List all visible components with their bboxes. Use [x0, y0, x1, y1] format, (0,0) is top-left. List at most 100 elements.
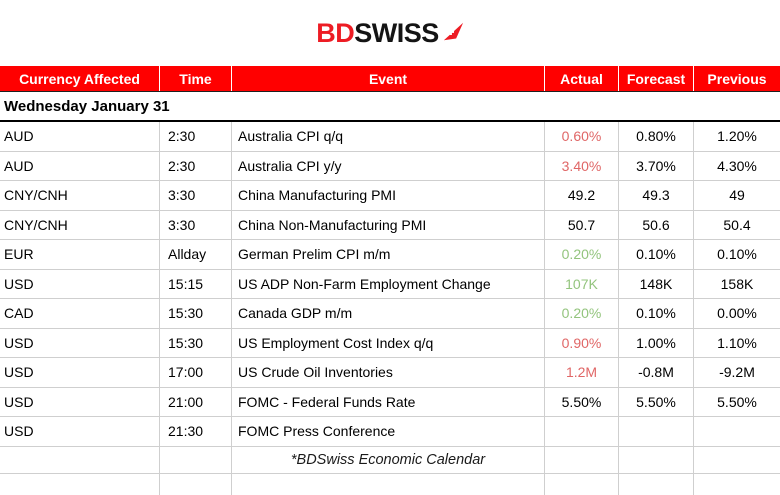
cell-event: FOMC Press Conference — [232, 417, 545, 446]
cell-forecast: 5.50% — [619, 387, 694, 416]
cell-forecast: -0.8M — [619, 358, 694, 387]
table-row: EUR Allday German Prelim CPI m/m 0.20% 0… — [0, 240, 780, 270]
column-header-event: Event — [232, 66, 545, 91]
footer-cell-note: *BDSwiss Economic Calendar — [232, 446, 545, 473]
cell-currency: AUD — [0, 122, 160, 151]
bottom-partial-row — [0, 473, 780, 495]
footer-cell-empty — [545, 446, 619, 473]
cell-time: Allday — [160, 240, 232, 269]
cell-previous: -9.2M — [719, 364, 755, 381]
cell-forecast: 49.3 — [619, 181, 694, 210]
cell-currency: CNY/CNH — [0, 210, 160, 239]
cell-event: Australia CPI q/q — [232, 122, 545, 151]
economic-calendar-table: Currency Affected Time Event Actual Fore… — [0, 66, 780, 495]
cell-currency: USD — [0, 269, 160, 298]
column-header-currency-affected: Currency Affected — [0, 66, 160, 91]
cell-currency: CAD — [0, 299, 160, 328]
cell-time: 21:30 — [160, 417, 232, 446]
cell-event: US ADP Non-Farm Employment Change — [232, 269, 545, 298]
cell-time: 3:30 — [160, 181, 232, 210]
cell-forecast: 1.00% — [619, 328, 694, 357]
footer-cell-empty — [694, 447, 780, 473]
cell-previous: 5.50% — [717, 393, 757, 410]
stub-cell — [694, 474, 780, 495]
cell-forecast — [619, 417, 694, 446]
date-header-row: Wednesday January 31 — [0, 92, 780, 122]
cell-forecast: 0.80% — [619, 122, 694, 151]
footer-note: *BDSwiss Economic Calendar — [290, 451, 486, 468]
table-header-row: Currency Affected Time Event Actual Fore… — [0, 66, 780, 92]
cell-previous: 0.00% — [717, 305, 757, 322]
table-row: AUD 2:30 Australia CPI q/q 0.60% 0.80% 1… — [0, 122, 780, 152]
cell-event: Canada GDP m/m — [232, 299, 545, 328]
cell-time: 15:30 — [160, 328, 232, 357]
cell-previous — [694, 417, 780, 446]
table-row: USD 15:15 US ADP Non-Farm Employment Cha… — [0, 269, 780, 299]
table-row: USD 21:00 FOMC - Federal Funds Rate 5.50… — [0, 387, 780, 417]
table-row: CNY/CNH 3:30 China Non-Manufacturing PMI… — [0, 210, 780, 240]
cell-event: China Non-Manufacturing PMI — [232, 210, 545, 239]
stub-cell — [232, 473, 545, 495]
cell-event: Australia CPI y/y — [232, 151, 545, 180]
stub-cell — [545, 473, 619, 495]
cell-actual: 0.90% — [545, 328, 619, 357]
cell-currency: AUD — [0, 151, 160, 180]
cell-previous: 49 — [729, 187, 745, 204]
footer-cell-empty — [0, 446, 160, 473]
logo-bar: BDSWISS — [0, 0, 780, 66]
cell-actual: 1.2M — [545, 358, 619, 387]
cell-actual: 5.50% — [545, 387, 619, 416]
cell-currency: EUR — [0, 240, 160, 269]
footer-cell-empty — [619, 446, 694, 473]
cell-event: German Prelim CPI m/m — [232, 240, 545, 269]
column-header-previous: Previous — [694, 66, 780, 91]
cell-forecast: 0.10% — [619, 299, 694, 328]
logo-text: BDSWISS — [316, 17, 439, 48]
cell-time: 2:30 — [160, 122, 232, 151]
cell-actual — [545, 417, 619, 446]
cell-currency: USD — [0, 417, 160, 446]
cell-forecast: 0.10% — [619, 240, 694, 269]
cell-event: China Manufacturing PMI — [232, 181, 545, 210]
table-body: AUD 2:30 Australia CPI q/q 0.60% 0.80% 1… — [0, 122, 780, 447]
cell-actual: 107K — [545, 269, 619, 298]
cell-forecast: 50.6 — [619, 210, 694, 239]
stub-cell — [619, 473, 694, 495]
cell-previous: 158K — [720, 275, 754, 292]
cell-time: 17:00 — [160, 358, 232, 387]
bdswiss-arrow-icon — [443, 22, 463, 40]
cell-forecast: 148K — [619, 269, 694, 298]
cell-previous: 0.10% — [717, 246, 757, 263]
cell-forecast: 3.70% — [619, 151, 694, 180]
table-row: AUD 2:30 Australia CPI y/y 3.40% 3.70% 4… — [0, 151, 780, 181]
table-row: USD 15:30 US Employment Cost Index q/q 0… — [0, 328, 780, 358]
cell-time: 15:15 — [160, 269, 232, 298]
cell-actual: 0.60% — [545, 122, 619, 151]
column-header-actual: Actual — [545, 66, 619, 91]
cell-currency: USD — [0, 328, 160, 357]
cell-previous: 4.30% — [717, 157, 757, 174]
table-row: CAD 15:30 Canada GDP m/m 0.20% 0.10% 0.0… — [0, 299, 780, 329]
cell-actual: 50.7 — [545, 210, 619, 239]
cell-currency: CNY/CNH — [0, 181, 160, 210]
cell-event: US Crude Oil Inventories — [232, 358, 545, 387]
cell-previous: 1.10% — [717, 334, 757, 351]
cell-actual: 49.2 — [545, 181, 619, 210]
column-header-time: Time — [160, 66, 232, 91]
cell-actual: 0.20% — [545, 299, 619, 328]
cell-time: 15:30 — [160, 299, 232, 328]
cell-previous: 50.4 — [723, 216, 751, 233]
cell-time: 3:30 — [160, 210, 232, 239]
cell-actual: 3.40% — [545, 151, 619, 180]
cell-previous: 1.20% — [717, 128, 757, 145]
stub-cell — [160, 473, 232, 495]
logo-bd: BD — [316, 17, 355, 48]
stub-cell — [0, 473, 160, 495]
logo-swiss: SWISS — [354, 17, 439, 48]
table-row: USD 17:00 US Crude Oil Inventories 1.2M … — [0, 358, 780, 388]
cell-event: US Employment Cost Index q/q — [232, 328, 545, 357]
bdswiss-logo: BDSWISS — [316, 17, 464, 48]
footer-row: *BDSwiss Economic Calendar — [0, 446, 780, 474]
cell-event: FOMC - Federal Funds Rate — [232, 387, 545, 416]
